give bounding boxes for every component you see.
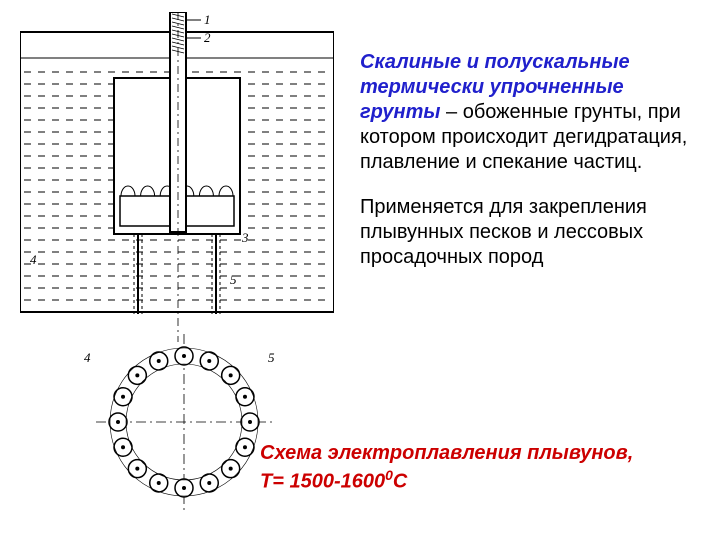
svg-text:5: 5 [230, 272, 237, 287]
svg-text:4: 4 [84, 350, 91, 365]
diagram-svg: 1 2 3 4 5 4 5 [20, 12, 334, 512]
text-block: Скалиные и полускальные термически упроч… [360, 30, 700, 288]
svg-text:4: 4 [30, 252, 37, 267]
dash: – [440, 101, 462, 123]
svg-text:3: 3 [241, 230, 249, 245]
caption-line2-suffix: С [393, 471, 407, 493]
caption: Схема электроплавления плывунов, Т= 1500… [260, 440, 680, 495]
caption-line2-prefix: Т= 1500-1600 [260, 471, 385, 493]
para-application: Применяется для закрепления плывунных пе… [360, 195, 700, 270]
para-definition: Скалиные и полускальные термически упроч… [360, 50, 700, 175]
diagram: 1 2 3 4 5 4 5 [20, 12, 334, 512]
caption-line1: Схема электроплавления плывунов, [260, 442, 633, 464]
caption-exp: 0 [385, 467, 393, 483]
svg-text:5: 5 [268, 350, 275, 365]
svg-text:1: 1 [204, 12, 211, 27]
svg-text:2: 2 [204, 30, 211, 45]
